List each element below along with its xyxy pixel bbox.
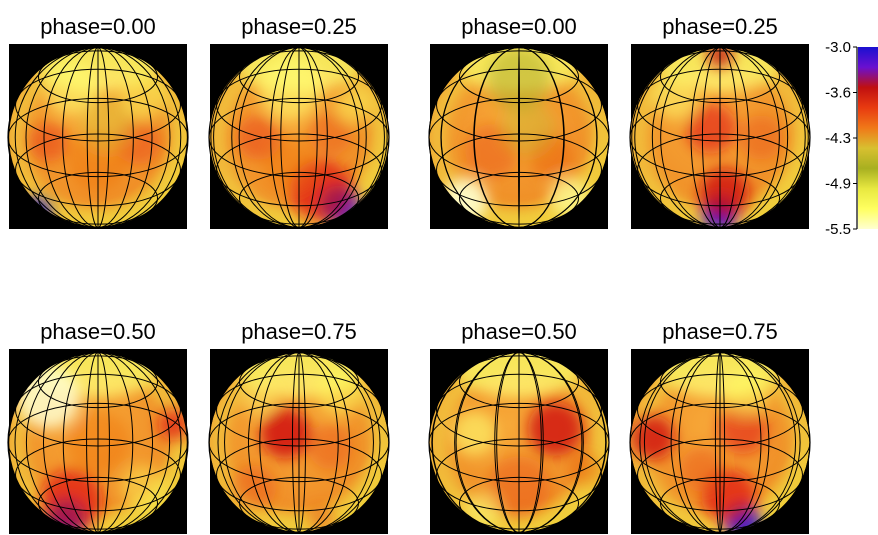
- lat-lon-grid: [7, 46, 189, 229]
- surface-spot: [80, 97, 134, 151]
- lat-lon-grid: [428, 46, 610, 229]
- surface-map-panel: phase=0.00: [7, 14, 189, 229]
- surface-spot: [240, 379, 277, 416]
- colorbar-tick-label: -5.5: [825, 221, 851, 238]
- lat-lon-grid: [428, 351, 610, 534]
- phase-label: phase=0.00: [40, 14, 156, 39]
- surface-spot: [308, 424, 353, 470]
- surface-map-panel: phase=0.50: [7, 319, 189, 534]
- surface-map-panel: phase=0.00: [428, 14, 610, 229]
- colorbar-tick-label: -3.6: [825, 85, 851, 102]
- surface-spot: [679, 447, 725, 492]
- lat-lon-grid: [208, 46, 390, 229]
- phase-label: phase=0.25: [662, 14, 778, 39]
- surface-map-panel: phase=0.75: [208, 319, 390, 534]
- colorbar-tick-label: -4.3: [825, 130, 851, 147]
- surface-spot: [28, 122, 69, 162]
- surface-spot: [263, 137, 317, 192]
- phase-label: phase=0.50: [461, 319, 577, 344]
- surface-spot: [260, 408, 311, 459]
- surface-map-panel: phase=0.25: [208, 14, 390, 229]
- surface-spot: [501, 101, 555, 156]
- colorbar: -3.0 -3.6 -4.3 -4.9 -5.5: [825, 39, 878, 238]
- colorbar-tick-label: -3.0: [825, 39, 851, 56]
- surface-map-panel: phase=0.75: [629, 319, 811, 534]
- surface-spot: [738, 115, 783, 160]
- surface-spot: [724, 370, 770, 416]
- lat-lon-grid: [208, 351, 390, 534]
- surface-spot: [717, 403, 768, 455]
- surface-spot: [258, 56, 322, 120]
- surface-spot: [231, 465, 277, 510]
- phase-label: phase=0.75: [662, 319, 778, 344]
- surface-spot: [308, 110, 353, 156]
- phase-label: phase=0.50: [40, 319, 156, 344]
- surface-spot: [685, 103, 737, 154]
- phase-label: phase=0.75: [241, 319, 357, 344]
- lat-lon-grid: [629, 351, 811, 534]
- surface-map-panel: phase=0.50: [428, 319, 610, 534]
- lat-lon-grid: [7, 351, 189, 534]
- surface-map-panel: phase=0.25: [629, 14, 811, 229]
- lat-lon-grid: [629, 46, 811, 229]
- surface-spot: [451, 411, 497, 456]
- phase-label: phase=0.00: [461, 14, 577, 39]
- phase-label: phase=0.25: [241, 14, 357, 39]
- colorbar-gradient: [858, 47, 878, 229]
- colorbar-tick-label: -4.9: [825, 176, 851, 193]
